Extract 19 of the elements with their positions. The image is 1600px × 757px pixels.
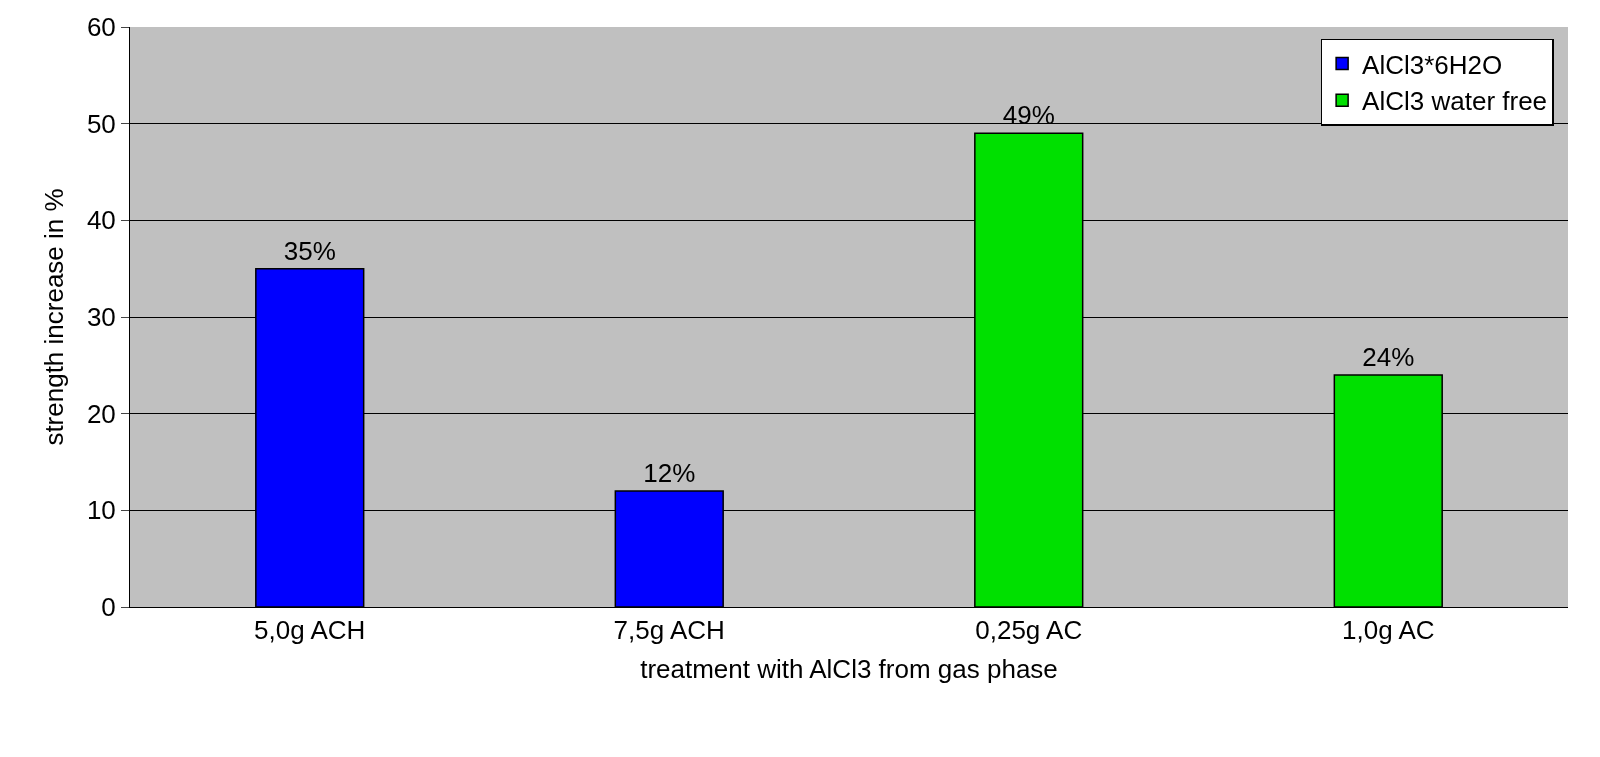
y-tick-label: 20	[86, 398, 116, 429]
x-tick-label: 0,25g AC	[975, 615, 1083, 646]
x-axis-title: treatment with AlCl3 from gas phase	[640, 653, 1058, 684]
y-tick-label: 10	[86, 495, 116, 526]
y-tick-label: 30	[86, 302, 116, 333]
legend-label: AlCl3*6H2O	[1362, 49, 1503, 80]
y-tick-label: 0	[101, 592, 116, 623]
data-label: 49%	[1002, 100, 1055, 131]
y-tick-label: 60	[86, 12, 116, 43]
x-tick-label: 5,0g ACH	[254, 615, 366, 646]
y-tick-label: 40	[86, 205, 116, 236]
data-label: 24%	[1362, 342, 1415, 372]
y-axis-title: strength increase in %	[39, 188, 70, 446]
y-tick-label: 50	[86, 108, 116, 139]
x-tick-label: 1,0g AC	[1341, 615, 1435, 646]
data-label: 35%	[283, 235, 336, 266]
legend-label: AlCl3 water free	[1362, 86, 1548, 117]
x-tick-label: 7,5g ACH	[613, 615, 725, 646]
data-label: 12%	[643, 458, 696, 488]
